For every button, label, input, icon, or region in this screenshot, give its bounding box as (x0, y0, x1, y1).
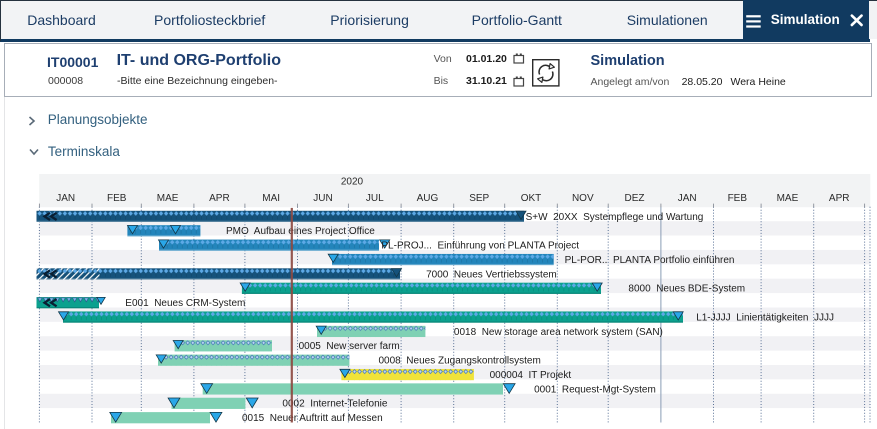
svg-text:8000 Neues BDE-System: 8000 Neues BDE-System (628, 284, 745, 295)
svg-text:AUG: AUG (417, 193, 439, 204)
svg-text:JAN: JAN (678, 193, 697, 204)
svg-text:FEB: FEB (107, 193, 127, 204)
svg-text:L1-JJJJ Linientätigkeiten JJ: L1-JJJJ Linientätigkeiten JJJJ (696, 312, 834, 323)
svg-text:0015 Neuer Auftritt auf Messe: 0015 Neuer Auftritt auf Messen (242, 413, 383, 424)
svg-text:S+W 20XX Systempflege und Wa: S+W 20XX Systempflege und Wartung (526, 212, 704, 223)
svg-text:0002 Internet-Telefonie: 0002 Internet-Telefonie (282, 399, 388, 410)
svg-text:APR: APR (209, 193, 230, 204)
svg-text:0008 Neues Zugangskontrollsys: 0008 Neues Zugangskontrollsystem (379, 356, 541, 367)
svg-text:PMO Aufbau eines Project Offi: PMO Aufbau eines Project Office (226, 226, 375, 237)
svg-text:2020: 2020 (341, 177, 364, 188)
svg-text:7000 Neues Vertriebssystem: 7000 Neues Vertriebssystem (426, 269, 557, 280)
svg-text:E001 Neues CRM-System: E001 Neues CRM-System (125, 298, 245, 309)
svg-text:SEP: SEP (469, 193, 489, 204)
svg-text:NOV: NOV (572, 193, 594, 204)
svg-text:MAI: MAI (262, 193, 280, 204)
svg-text:JUL: JUL (366, 193, 384, 204)
svg-text:PL-POR.. PLANTA Portfolio ein: PL-POR.. PLANTA Portfolio einführen (565, 255, 735, 266)
svg-text:PL-PROJ... Einführung von PLA: PL-PROJ... Einführung von PLANTA Project (381, 241, 579, 252)
svg-text:0005 New server farm: 0005 New server farm (299, 341, 400, 352)
svg-text:JUN: JUN (313, 193, 332, 204)
svg-text:APR: APR (829, 193, 850, 204)
svg-text:OKT: OKT (521, 193, 542, 204)
svg-text:MAE: MAE (157, 193, 179, 204)
svg-text:DEZ: DEZ (625, 193, 645, 204)
svg-text:000004 IT Projekt: 000004 IT Projekt (490, 370, 572, 381)
svg-text:MAE: MAE (777, 193, 799, 204)
svg-text:FEB: FEB (728, 193, 748, 204)
svg-text:JAN: JAN (56, 193, 75, 204)
svg-text:0001 Request-Mgt-System: 0001 Request-Mgt-System (534, 384, 656, 395)
svg-text:0018 New storage area network: 0018 New storage area network system (SA… (454, 327, 663, 338)
